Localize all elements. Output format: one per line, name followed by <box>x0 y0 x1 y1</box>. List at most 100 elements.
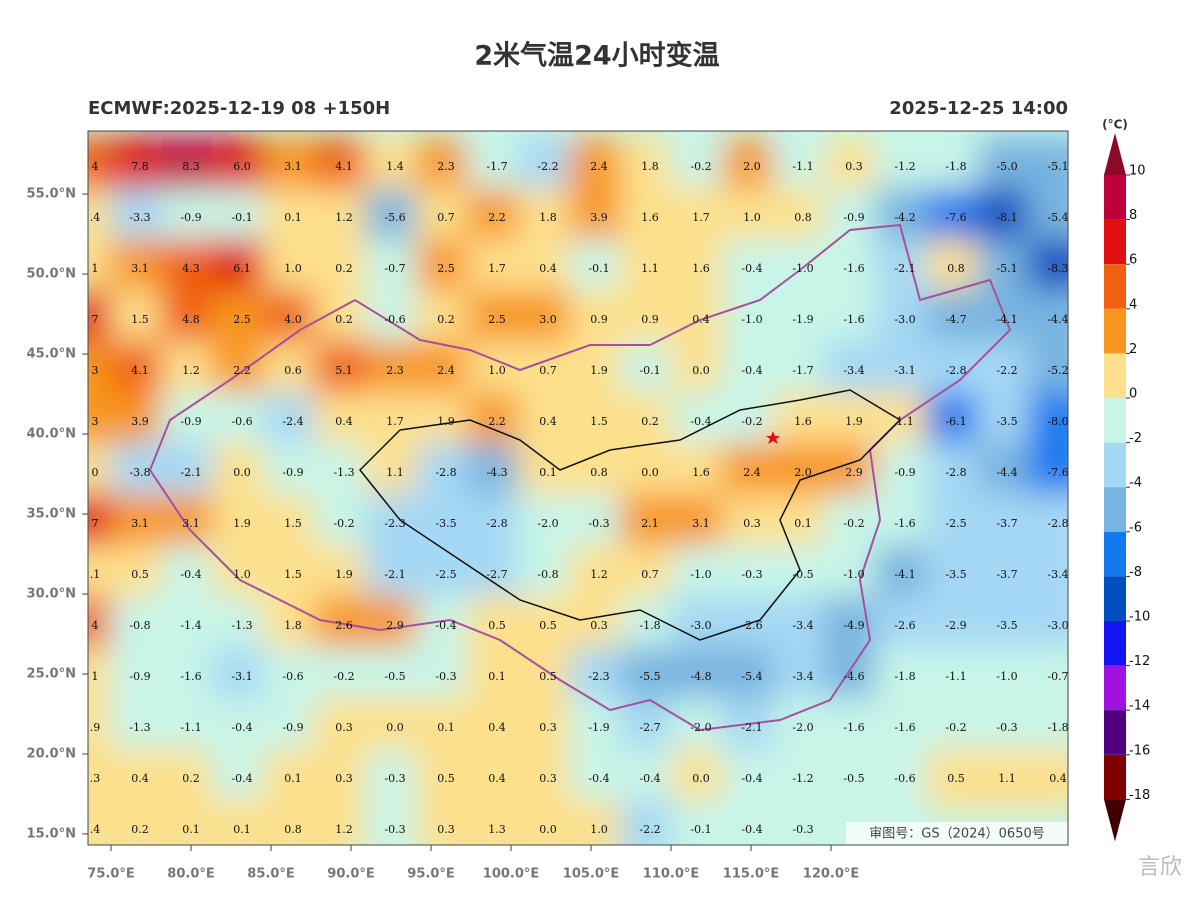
grid-value: -0.6 <box>231 415 252 428</box>
temperature-cell <box>365 749 425 809</box>
grid-value: -0.4 <box>690 415 711 428</box>
grid-value: -0.9 <box>129 670 150 683</box>
temperature-cell <box>977 188 1037 248</box>
colorbar-arrow <box>1104 133 1126 175</box>
temperature-cell <box>1028 749 1068 809</box>
temperature-cell <box>110 749 170 809</box>
temperature-cell <box>1028 647 1068 707</box>
temperature-cell <box>824 545 884 605</box>
colorbar-swatch <box>1104 531 1126 577</box>
grid-value: -0.3 <box>435 670 456 683</box>
temperature-cell <box>773 596 833 656</box>
temperature-cell <box>467 137 527 197</box>
grid-value: -5.2 <box>1047 364 1068 377</box>
temperature-cell <box>569 749 629 809</box>
colorbar-label: -12 <box>1129 654 1150 669</box>
temperature-cell <box>263 188 323 248</box>
temperature-cell <box>1028 137 1068 197</box>
grid-value: -2.0 <box>690 721 711 734</box>
temperature-cell <box>1028 341 1068 401</box>
grid-value: 0.4 <box>539 262 557 275</box>
temperature-cell <box>263 239 323 299</box>
grid-value: 1.5 <box>284 517 302 530</box>
grid-value: 0.0 <box>692 772 710 785</box>
grid-value: -1.0 <box>996 670 1017 683</box>
grid-value: -0.5 <box>843 772 864 785</box>
temperature-cell <box>671 392 731 452</box>
temperature-cell <box>824 188 884 248</box>
grid-value: -3.7 <box>996 568 1017 581</box>
temperature-cell <box>620 749 680 809</box>
grid-value: -1.4 <box>180 619 201 632</box>
grid-value: 0.5 <box>437 772 455 785</box>
temperature-cell <box>263 800 323 845</box>
grid-value: -0.3 <box>384 823 405 836</box>
grid-value: 2.3 <box>437 160 455 173</box>
grid-value: -1.6 <box>180 670 201 683</box>
grid-value: 2.0 <box>794 466 812 479</box>
grid-value: -5.4 <box>1047 211 1068 224</box>
colorbar-label: -16 <box>1129 743 1150 758</box>
temperature-cell <box>824 392 884 452</box>
temperature-cell <box>467 443 527 503</box>
grid-value: -1.9 <box>792 313 813 326</box>
grid-value: 0.5 <box>539 670 557 683</box>
temperature-cell <box>518 545 578 605</box>
temperature-cell <box>569 188 629 248</box>
temperature-cell <box>824 647 884 707</box>
grid-value: 2.4 <box>743 466 761 479</box>
temperature-cell <box>416 545 476 605</box>
grid-value: 1.0 <box>284 262 302 275</box>
temperature-cell <box>569 596 629 656</box>
temperature-cell <box>875 647 935 707</box>
temperature-cell <box>314 290 374 350</box>
grid-value: -3.5 <box>996 619 1017 632</box>
temperature-cell <box>773 698 833 758</box>
temperature-cell <box>875 545 935 605</box>
colorbar-label: 2 <box>1129 342 1137 357</box>
grid-value: -4.6 <box>843 670 864 683</box>
grid-value: 0.0 <box>539 823 557 836</box>
grid-value: 0.2 <box>182 772 200 785</box>
temperature-cell <box>926 290 986 350</box>
grid-value: 3.0 <box>539 313 557 326</box>
y-tick-label: 15.0°N <box>27 826 76 841</box>
grid-value: 0.9 <box>590 313 608 326</box>
grid-value: -3.0 <box>690 619 711 632</box>
temperature-cell <box>263 749 323 809</box>
temperature-cell <box>467 596 527 656</box>
grid-value: -7.6 <box>945 211 966 224</box>
province-border <box>358 389 902 641</box>
temperature-cell <box>824 749 884 809</box>
temperature-cell <box>926 443 986 503</box>
temperature-cell <box>314 188 374 248</box>
colorbar-swatch <box>1104 442 1126 488</box>
y-tick-label: 20.0°N <box>27 746 76 761</box>
grid-value: -2.8 <box>1047 517 1068 530</box>
grid-value: -0.4 <box>180 568 201 581</box>
grid-value: -0.2 <box>843 517 864 530</box>
temperature-cell <box>671 494 731 554</box>
grid-value: -5.1 <box>996 262 1017 275</box>
grid-value: -8.3 <box>1047 262 1068 275</box>
temperature-cell <box>722 341 782 401</box>
grid-value: -1.7 <box>486 160 507 173</box>
colorbar-label: -6 <box>1129 520 1142 535</box>
temperature-cell <box>161 137 221 197</box>
temperature-cell <box>110 341 170 401</box>
temperature-cell <box>314 494 374 554</box>
temperature-cell <box>314 800 374 845</box>
temperature-cell <box>518 239 578 299</box>
grid-value: 0.3 <box>539 772 557 785</box>
temperature-cell <box>671 188 731 248</box>
temperature-cell <box>314 545 374 605</box>
grid-value: 1.8 <box>641 160 659 173</box>
valid-time: 2025-12-25 14:00 <box>889 98 1068 119</box>
temperature-cell <box>620 290 680 350</box>
colorbar: 10 8 6 4 2 0 -2 -4 -6 -8 -10 -12 -14 -16 -18 <box>1104 133 1150 842</box>
grid-value: 1.9 <box>845 415 863 428</box>
grid-value: -3.7 <box>996 517 1017 530</box>
grid-value: 1.2 <box>335 211 353 224</box>
temperature-cell <box>569 800 629 845</box>
grid-value: -0.2 <box>333 670 354 683</box>
